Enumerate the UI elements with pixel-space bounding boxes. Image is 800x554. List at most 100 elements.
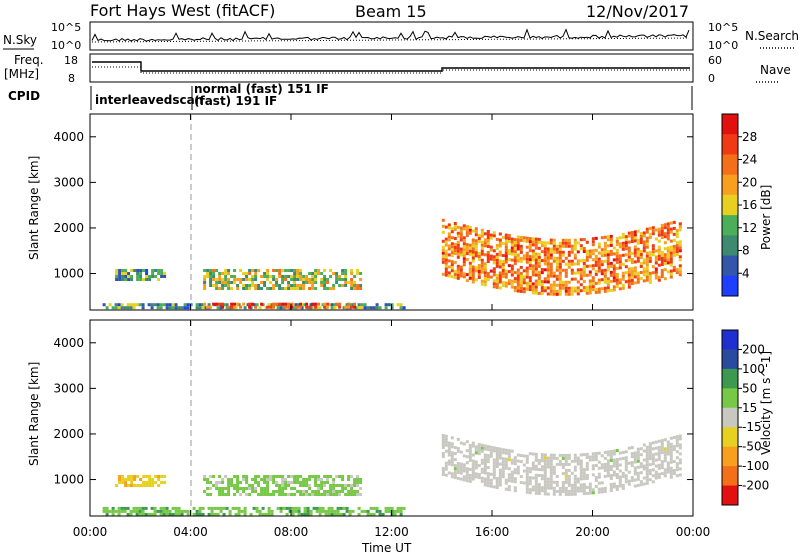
heatmap-cell	[540, 259, 544, 263]
heatmap-cell	[249, 512, 253, 516]
heatmap-cell	[630, 452, 634, 456]
heatmap-cell	[558, 250, 562, 254]
heatmap-cell	[335, 272, 339, 275]
heatmap-cell	[269, 305, 273, 309]
heatmap-cell	[657, 233, 661, 237]
heatmap-cell	[483, 453, 487, 457]
heatmap-cell	[332, 490, 336, 493]
heatmap-cell	[504, 269, 508, 273]
heatmap-cell	[251, 302, 255, 306]
heatmap-cell	[645, 275, 649, 279]
heatmap-cell	[148, 275, 152, 278]
heatmap-cell	[148, 478, 152, 481]
heatmap-cell	[186, 303, 190, 307]
heatmap-cell	[543, 480, 547, 484]
heatmap-cell	[615, 236, 619, 240]
heatmap-cell	[573, 486, 577, 490]
heatmap-cell	[672, 436, 676, 439]
heatmap-cell	[254, 305, 258, 309]
heatmap-cell	[531, 267, 535, 271]
heatmap-cell	[353, 281, 357, 284]
heatmap-cell	[609, 459, 613, 462]
heatmap-cell	[218, 493, 222, 496]
beam-title: Beam 15	[355, 2, 427, 21]
heatmap-cell	[528, 276, 532, 280]
heatmap-cell	[142, 278, 146, 281]
heatmap-cell	[513, 477, 517, 481]
heatmap-cell	[615, 284, 619, 288]
heatmap-cell	[318, 512, 322, 516]
heatmap-cell	[353, 490, 357, 493]
heatmap-cell	[588, 282, 592, 286]
heatmap-cell	[549, 456, 553, 460]
heatmap-cell	[576, 480, 580, 484]
heatmap-cell	[330, 306, 334, 310]
heatmap-cell	[663, 247, 667, 251]
heatmap-cell	[459, 238, 463, 242]
heatmap-cell	[447, 444, 451, 448]
heatmap-cell	[233, 305, 237, 309]
heatmap-cell	[633, 254, 637, 258]
heatmap-cell	[615, 485, 619, 488]
heatmap-cell	[227, 269, 231, 272]
heatmap-cell	[564, 283, 568, 287]
heatmap-cell	[215, 281, 219, 284]
heatmap-cell	[317, 272, 321, 275]
heatmap-cell	[534, 279, 538, 283]
heatmap-cell	[558, 241, 562, 245]
heatmap-cell	[474, 248, 478, 252]
heatmap-cell	[151, 275, 155, 278]
heatmap-cell	[480, 246, 484, 250]
heatmap-cell	[471, 271, 475, 275]
heatmap-cell	[639, 453, 643, 457]
heatmap-cell	[174, 506, 178, 510]
heatmap-cell	[480, 252, 484, 256]
heatmap-cell	[606, 244, 610, 248]
heatmap-cell	[612, 464, 616, 468]
heatmap-cell	[127, 278, 131, 281]
heatmap-cell	[335, 484, 339, 487]
heatmap-cell	[576, 289, 580, 293]
heatmap-cell	[218, 281, 222, 284]
heatmap-cell	[450, 227, 454, 231]
heatmap-cell	[582, 486, 586, 490]
heatmap-cell	[585, 467, 589, 471]
heatmap-cell	[177, 512, 181, 516]
heatmap-cell	[663, 262, 667, 266]
heatmap-cell	[615, 281, 619, 285]
heatmap-cell	[341, 272, 345, 275]
heatmap-cell	[546, 259, 550, 263]
y-tick-label: 2000	[53, 427, 84, 441]
heatmap-cell	[462, 236, 466, 240]
heatmap-cell	[117, 512, 121, 516]
y-tick-label: 3000	[53, 381, 84, 395]
heatmap-cell	[183, 303, 187, 307]
heatmap-cell	[471, 462, 475, 466]
heatmap-cell	[543, 277, 547, 281]
heatmap-cell	[118, 481, 122, 484]
heatmap-cell	[124, 478, 128, 481]
heatmap-cell	[648, 226, 652, 230]
heatmap-cell	[657, 463, 661, 467]
heatmap-cell	[642, 267, 646, 271]
heatmap-cell	[519, 277, 523, 281]
heatmap-cell	[209, 284, 213, 287]
heatmap-cell	[537, 483, 541, 486]
heatmap-cell	[669, 257, 673, 261]
heatmap-cell	[504, 457, 508, 461]
heatmap-cell	[633, 251, 637, 255]
heatmap-cell	[642, 443, 646, 447]
heatmap-cell	[597, 245, 601, 249]
heatmap-cell	[369, 306, 373, 310]
heatmap-cell	[447, 226, 451, 230]
heatmap-cell	[639, 256, 643, 259]
heatmap-cell	[453, 246, 457, 249]
heatmap-cell	[549, 238, 553, 242]
heatmap-cell	[570, 286, 574, 290]
heatmap-cell	[486, 481, 490, 485]
heatmap-cell	[522, 469, 526, 473]
heatmap-cell	[221, 272, 225, 275]
heatmap-cell	[266, 272, 270, 275]
heatmap-cell	[489, 233, 493, 237]
